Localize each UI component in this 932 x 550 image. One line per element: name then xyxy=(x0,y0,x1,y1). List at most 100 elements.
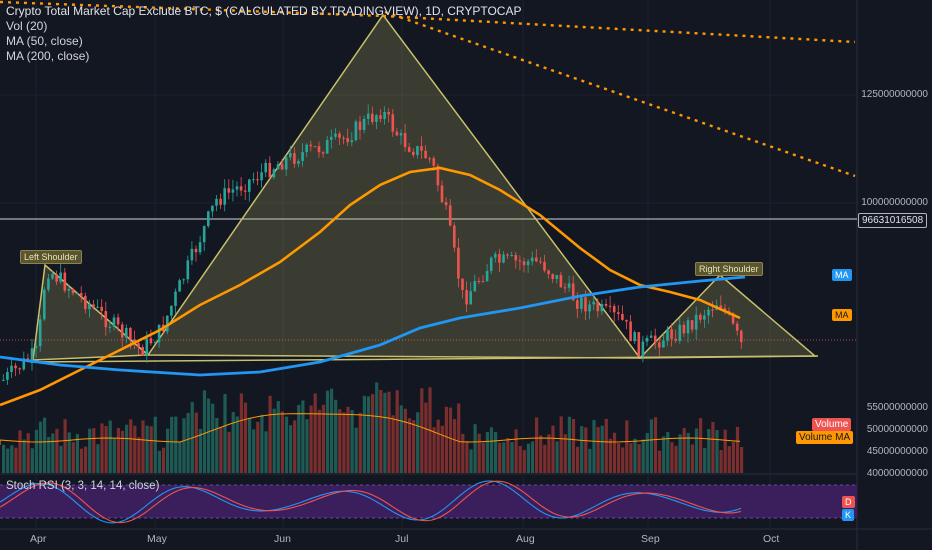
volume-bar xyxy=(694,428,699,473)
volume-bar xyxy=(75,434,79,473)
candle xyxy=(239,186,243,191)
volume-bar xyxy=(231,411,235,473)
candle xyxy=(612,306,616,313)
volume-bar xyxy=(522,450,526,473)
volume-bar xyxy=(658,450,662,473)
candle xyxy=(330,136,333,140)
volume-bar xyxy=(588,448,592,473)
y-tick-100b: 100000000000 xyxy=(861,197,928,208)
candle xyxy=(153,342,157,344)
candle xyxy=(662,340,665,348)
candle xyxy=(719,305,723,309)
candle xyxy=(186,260,190,280)
volume-bar xyxy=(518,446,522,473)
head-and-shoulders-pattern xyxy=(29,13,819,363)
candle xyxy=(38,319,42,347)
candle xyxy=(157,324,161,343)
legend-ma50[interactable]: MA (50, close) xyxy=(6,34,83,48)
candle xyxy=(682,324,686,334)
volume-bar xyxy=(26,433,30,473)
candle xyxy=(51,274,54,279)
volume-bar xyxy=(559,416,563,473)
candle xyxy=(711,309,714,311)
right-axis-bg xyxy=(857,0,932,550)
stoch-k-tag: K xyxy=(842,509,855,521)
moving-averages xyxy=(0,166,746,407)
candle xyxy=(379,115,382,119)
volume-bar xyxy=(104,426,108,473)
candle xyxy=(235,186,239,190)
candle xyxy=(272,169,276,178)
candle xyxy=(576,300,579,309)
volume-bar xyxy=(580,426,584,473)
stoch-rsi-label[interactable]: Stoch RSI (3, 3, 14, 14, close) xyxy=(6,480,160,492)
x-tick-aug: Aug xyxy=(516,533,535,545)
candle xyxy=(510,255,513,257)
volume-bar xyxy=(79,448,84,473)
volume-bar xyxy=(448,407,453,473)
candle xyxy=(313,146,317,148)
candle xyxy=(137,343,140,348)
chart-title: Crypto Total Market Cap Exclude BTC, $ (… xyxy=(6,4,522,18)
candle xyxy=(297,160,300,164)
volume-bar xyxy=(289,425,293,473)
volume-bar xyxy=(707,429,711,473)
volume-bar xyxy=(178,441,182,473)
volume-bar xyxy=(555,441,559,473)
volume-bar xyxy=(711,421,715,473)
volume-bar xyxy=(358,412,362,473)
volume-bar xyxy=(690,444,694,473)
volume-bar xyxy=(649,419,653,473)
volume-bar xyxy=(371,394,375,473)
candle xyxy=(625,319,628,322)
volume-bar xyxy=(494,431,498,473)
ma200-line xyxy=(0,275,746,377)
candle xyxy=(6,372,9,380)
candle xyxy=(592,301,595,305)
legend-ma200[interactable]: MA (200, close) xyxy=(6,49,90,63)
candle xyxy=(170,305,173,316)
volume-bar xyxy=(2,444,6,473)
candle xyxy=(477,280,481,282)
candle xyxy=(63,272,67,291)
candle xyxy=(219,198,222,205)
candle xyxy=(686,320,690,334)
volume-bar xyxy=(252,429,256,473)
volume-bar xyxy=(317,409,321,473)
candle xyxy=(469,291,472,305)
volume-bar xyxy=(629,443,633,473)
volume-bar xyxy=(55,428,59,473)
candle xyxy=(59,272,62,282)
volume-bar xyxy=(416,412,420,473)
candle xyxy=(362,118,366,131)
volume-bar xyxy=(301,400,305,473)
candle xyxy=(194,248,198,253)
candle xyxy=(174,291,177,306)
candle xyxy=(30,348,34,361)
candle xyxy=(543,261,546,271)
candle xyxy=(530,257,534,262)
y-tick-125b: 125000000000 xyxy=(861,89,928,100)
left-shoulder-triangle xyxy=(32,263,150,361)
volume-bar xyxy=(440,425,444,473)
legend-vol[interactable]: Vol (20) xyxy=(6,19,48,33)
stoch-d-line xyxy=(0,480,742,524)
x-tick-sep: Sep xyxy=(641,533,660,545)
volume-bar xyxy=(379,390,383,473)
volume-bar xyxy=(678,434,682,473)
candle xyxy=(342,137,345,139)
x-tick-apr: Apr xyxy=(30,533,47,545)
vol-tick-50b: 50000000000 xyxy=(866,424,928,435)
volume-bar xyxy=(596,427,600,473)
volume-bar xyxy=(6,448,10,473)
trend-line-top-right xyxy=(382,14,856,44)
vol-tick-40b: 40000000000 xyxy=(866,468,928,479)
volume-bar xyxy=(157,450,161,473)
candle xyxy=(489,257,493,271)
volume-bar xyxy=(723,429,727,473)
volume-bar xyxy=(576,446,580,473)
candle xyxy=(588,304,591,312)
price-line-tag: 96631016508 xyxy=(858,213,928,228)
vol-tick-45b: 45000000000 xyxy=(866,446,928,457)
